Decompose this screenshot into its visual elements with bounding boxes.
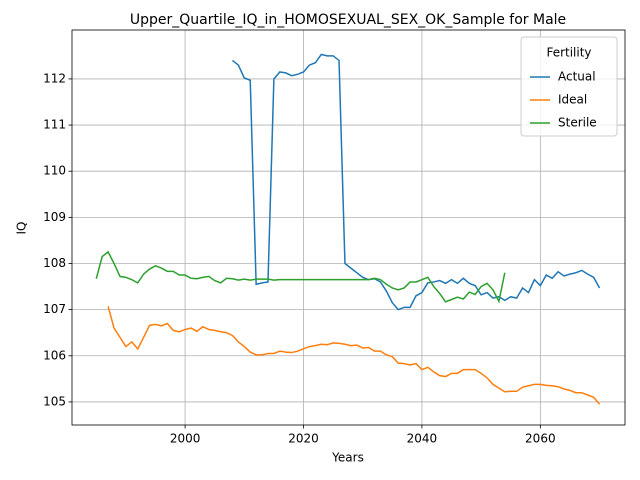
y-tick-label: 105	[43, 394, 66, 408]
y-tick-label: 109	[43, 210, 66, 224]
legend-label: Ideal	[558, 93, 587, 107]
x-axis-label: Years	[331, 451, 364, 465]
legend-title: Fertility	[546, 46, 591, 60]
y-tick-label: 112	[43, 71, 66, 85]
legend-box	[520, 36, 618, 137]
data-line	[95, 250, 506, 304]
y-tick-label: 110	[43, 164, 66, 178]
y-tick-label: 106	[43, 348, 66, 362]
plot-frame	[71, 29, 626, 426]
y-tick-label: 108	[43, 256, 66, 270]
data-line	[107, 306, 601, 405]
data-line	[231, 53, 601, 311]
x-tick-label: 2040	[407, 432, 438, 446]
y-tick-label: 111	[43, 118, 66, 132]
chart-title: Upper_Quartile_IQ_in_HOMOSEXUAL_SEX_OK_S…	[130, 12, 566, 28]
legend-label: Actual	[558, 70, 596, 84]
x-tick-label: 2000	[170, 432, 201, 446]
legend-label: Sterile	[558, 116, 597, 130]
y-tick-label: 107	[43, 302, 66, 316]
y-axis-label: IQ	[15, 222, 29, 235]
x-tick-label: 2020	[288, 432, 319, 446]
x-tick-label: 2060	[525, 432, 556, 446]
